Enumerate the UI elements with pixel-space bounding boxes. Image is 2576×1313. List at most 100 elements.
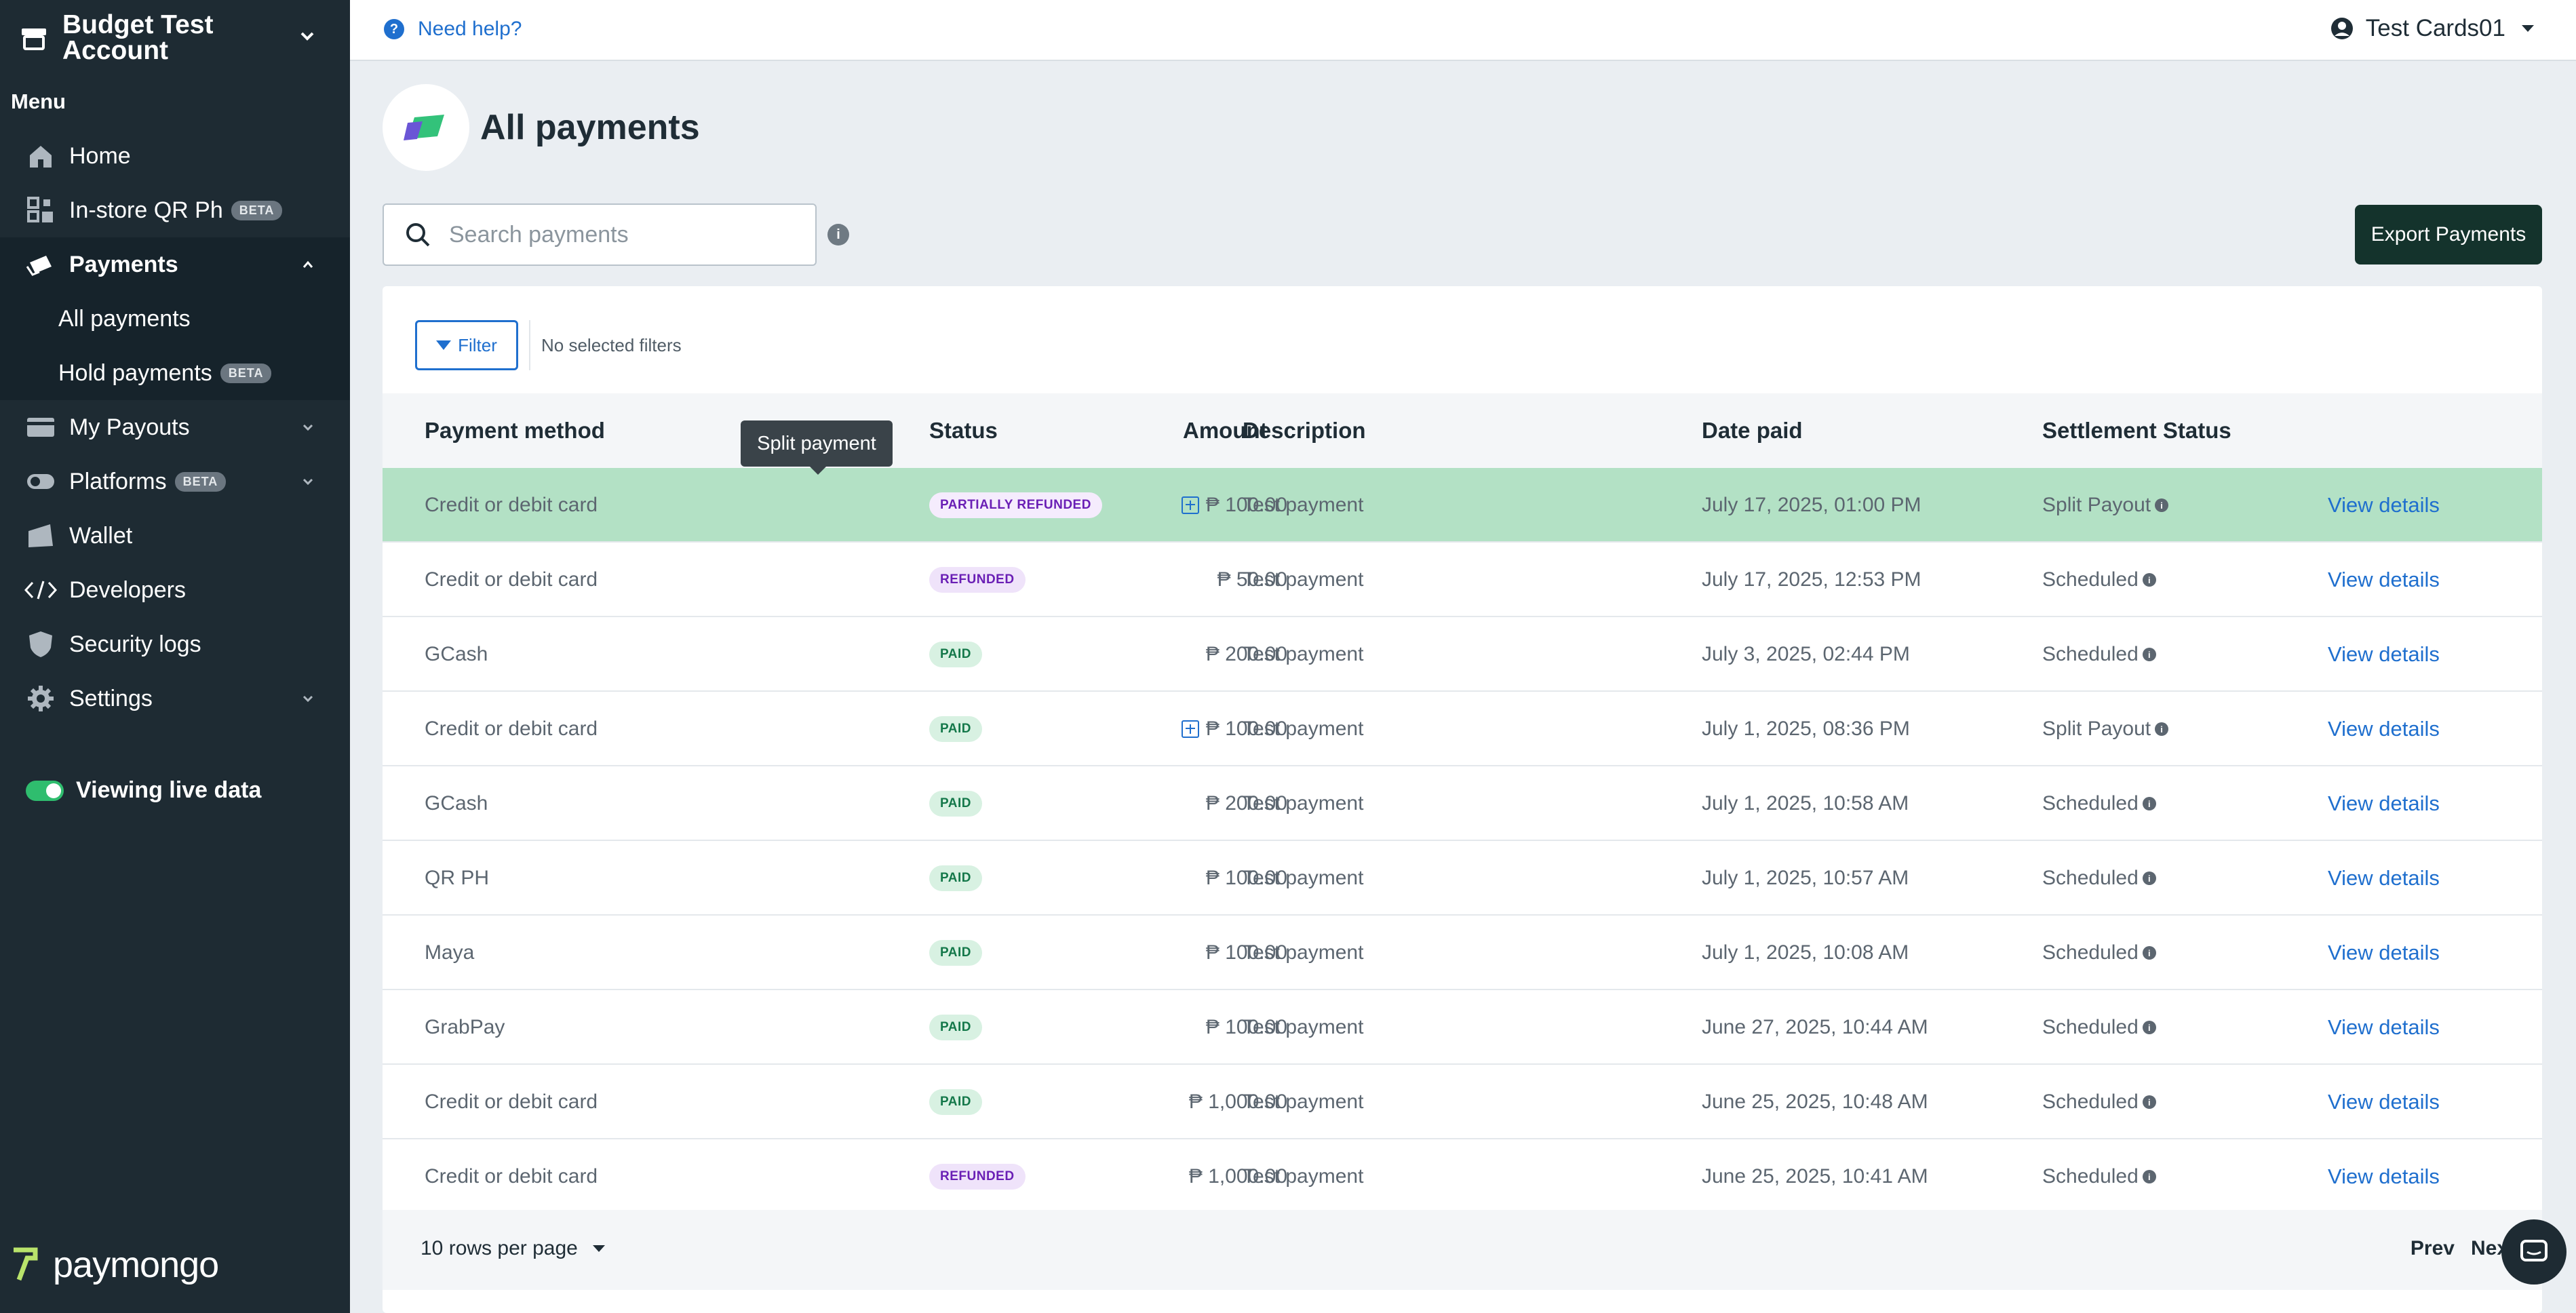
chevron-down-icon[interactable] <box>298 27 316 45</box>
table-row[interactable]: Credit or debit card ₱ 100.00 PAID Test pay… <box>383 692 2542 766</box>
amount-cell: ₱ 100.00 <box>789 468 1287 543</box>
status-cell: PAID <box>929 1065 982 1139</box>
status-badge: PAID <box>929 865 982 891</box>
caret-down-icon <box>592 1245 605 1252</box>
beta-badge: BETA <box>174 471 227 492</box>
split-payment-icon[interactable] <box>1181 720 1199 738</box>
user-avatar-icon <box>2330 18 2353 39</box>
search-input[interactable] <box>449 221 802 248</box>
need-help-link[interactable]: ? Need help? <box>384 18 522 41</box>
chevron-down-icon[interactable] <box>301 420 315 434</box>
view-details-link[interactable]: View details <box>2328 941 2440 964</box>
info-icon[interactable]: i <box>2155 498 2169 512</box>
table-header: Payment method Amount Status Description… <box>383 393 2542 468</box>
amount-cell: ₱ 100.00 <box>789 692 1287 766</box>
info-icon[interactable]: i <box>827 224 849 246</box>
info-icon[interactable]: i <box>2142 871 2156 885</box>
toggle-switch[interactable] <box>26 780 64 801</box>
table-row[interactable]: Credit or debit card ₱ 1,000.00 PAID Test p… <box>383 1065 2542 1139</box>
settlement-status-cell: Scheduled i <box>2042 916 2156 990</box>
view-details-link[interactable]: View details <box>2328 791 2440 815</box>
column-header-status[interactable]: Status <box>929 418 998 443</box>
table-row[interactable]: GCash ₱ 200.00 PAID Test payment July 3, 202… <box>383 617 2542 692</box>
brand-name: paymongo <box>53 1245 219 1285</box>
prev-button[interactable]: Prev <box>2410 1237 2455 1259</box>
view-details-link[interactable]: View details <box>2328 642 2440 666</box>
export-payments-button[interactable]: Export Payments <box>2355 205 2542 264</box>
info-icon[interactable]: i <box>2142 1095 2156 1109</box>
payment-method-cell: GCash <box>425 792 488 815</box>
table-row[interactable]: GrabPay ₱ 100.00 PAID Test payment June 27, … <box>383 990 2542 1065</box>
status-badge: PAID <box>929 642 982 667</box>
actions-cell: View details <box>2328 468 2440 543</box>
info-icon[interactable]: i <box>2142 648 2156 661</box>
sidebar-subitem-all-payments[interactable]: All payments <box>0 292 350 346</box>
sidebar-item-home[interactable]: Home <box>0 129 350 183</box>
sidebar-item-developers[interactable]: Developers <box>0 563 350 617</box>
payment-method-cell: Credit or debit card <box>425 568 598 591</box>
settlement-status-cell: Scheduled i <box>2042 1065 2156 1139</box>
sidebar-item-instore-qr[interactable]: In-store QR Ph BETA <box>0 183 350 237</box>
column-header-settlement-status[interactable]: Settlement Status <box>2042 418 2231 443</box>
table-row[interactable]: Credit or debit card ₱ 1,000.00 REFUNDED Te… <box>383 1139 2542 1214</box>
view-details-link[interactable]: View details <box>2328 1164 2440 1188</box>
chat-widget-button[interactable] <box>2501 1219 2567 1285</box>
status-badge: PAID <box>929 1089 982 1115</box>
settlement-status-cell: Scheduled i <box>2042 1139 2156 1214</box>
sidebar-item-security-logs[interactable]: Security logs <box>0 617 350 671</box>
chevron-down-icon[interactable] <box>301 692 315 705</box>
shield-icon <box>24 629 57 659</box>
account-switcher[interactable]: Budget Test Account <box>0 0 350 76</box>
filter-button[interactable]: Filter <box>415 320 518 370</box>
sidebar-subitem-label: Hold payments <box>58 359 212 386</box>
chevron-up-icon[interactable] <box>301 258 315 271</box>
rows-per-page-select[interactable]: 10 rows per page <box>421 1237 605 1260</box>
user-menu[interactable]: Test Cards01 <box>2330 15 2534 42</box>
amount-cell: ₱ 100.00 <box>789 841 1287 916</box>
column-header-description[interactable]: Description <box>1243 418 1366 443</box>
sidebar-item-payments[interactable]: Payments <box>0 237 350 292</box>
sidebar-subitem-hold-payments[interactable]: Hold payments BETA <box>0 346 350 400</box>
payment-method-cell: GCash <box>425 643 488 665</box>
description-cell: Test payment <box>1243 1016 1364 1038</box>
view-details-link[interactable]: View details <box>2328 568 2440 591</box>
chevron-down-icon[interactable] <box>301 475 315 488</box>
view-details-link[interactable]: View details <box>2328 717 2440 741</box>
sidebar-item-my-payouts[interactable]: My Payouts <box>0 400 350 454</box>
settlement-value: Scheduled <box>2042 1016 2139 1038</box>
payments-icon <box>24 250 57 279</box>
amount-cell: ₱ 100.00 <box>789 990 1287 1065</box>
info-icon[interactable]: i <box>2142 1170 2156 1183</box>
table-row[interactable]: GCash ₱ 200.00 PAID Test payment July 1, 202… <box>383 766 2542 841</box>
search-box[interactable] <box>383 203 817 266</box>
view-details-link[interactable]: View details <box>2328 866 2440 890</box>
payment-method-cell: Credit or debit card <box>425 494 598 516</box>
amount-value: ₱ 200.00 <box>1205 792 1287 815</box>
table-row[interactable]: QR PH ₱ 100.00 PAID Test payment July 1, 202… <box>383 841 2542 916</box>
info-icon[interactable]: i <box>2142 946 2156 960</box>
split-payment-icon[interactable] <box>1181 496 1199 514</box>
view-details-link[interactable]: View details <box>2328 1090 2440 1114</box>
table-row[interactable]: Credit or debit card ₱ 50.00 REFUNDED Test … <box>383 543 2542 617</box>
actions-cell: View details <box>2328 841 2440 916</box>
info-icon[interactable]: i <box>2155 722 2169 736</box>
sidebar-item-platforms[interactable]: Platforms BETA <box>0 454 350 509</box>
sidebar-item-settings[interactable]: Settings <box>0 671 350 726</box>
column-header-payment-method[interactable]: Payment method <box>425 418 605 443</box>
column-header-amount[interactable]: Amount <box>1183 418 1268 443</box>
gear-icon <box>24 684 57 713</box>
split-payment-tooltip: Split payment <box>741 420 893 475</box>
sidebar-item-wallet[interactable]: Wallet <box>0 509 350 563</box>
view-details-link[interactable]: View details <box>2328 493 2440 517</box>
sidebar-item-label: My Payouts <box>69 414 190 440</box>
wallet-icon <box>24 521 57 551</box>
table-row[interactable]: Credit or debit card ₱ 100.00 PARTIALLY RE… <box>383 468 2542 543</box>
live-data-toggle[interactable]: Viewing live data <box>26 777 261 804</box>
table-row[interactable]: Maya ₱ 100.00 PAID Test payment July 1, 2025… <box>383 916 2542 990</box>
info-icon[interactable]: i <box>2142 1021 2156 1034</box>
column-header-date-paid[interactable]: Date paid <box>1702 418 1803 443</box>
info-icon[interactable]: i <box>2142 797 2156 810</box>
settlement-value: Scheduled <box>2042 1165 2139 1188</box>
info-icon[interactable]: i <box>2142 573 2156 587</box>
view-details-link[interactable]: View details <box>2328 1015 2440 1039</box>
